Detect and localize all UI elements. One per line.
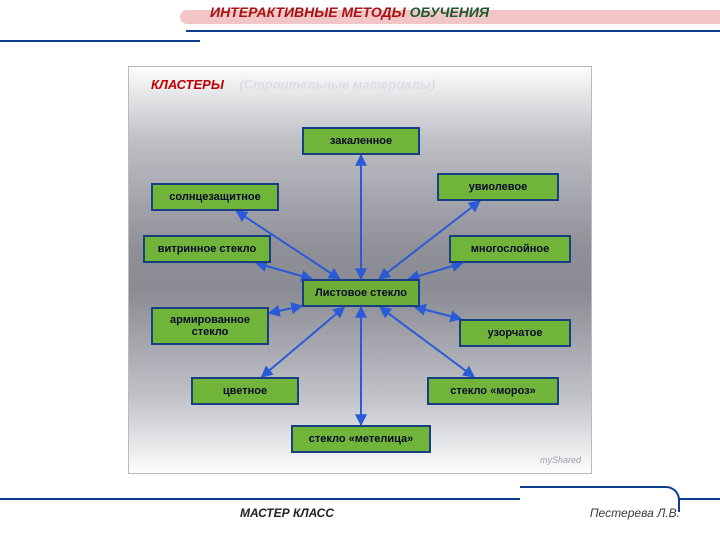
node-bottom: стекло «метелица»	[291, 425, 431, 453]
node-top_left: солнцезащитное	[151, 183, 279, 211]
page-title: ИНТЕРАКТИВНЫЕ МЕТОДЫ ОБУЧЕНИЯ	[210, 4, 489, 20]
diagram-panel: КЛАСТЕРЫ (Строительные материалы) Листов…	[128, 66, 592, 474]
node-right_low: узорчатое	[459, 319, 571, 347]
edge-center-bot_left	[262, 307, 345, 377]
node-left_low: армированное стекло	[151, 307, 269, 345]
node-bot_right: стекло «мороз»	[427, 377, 559, 405]
edge-center-left_low	[269, 306, 302, 313]
title-part1: ИНТЕРАКТИВНЫЕ МЕТОДЫ	[210, 4, 410, 20]
node-left: витринное стекло	[143, 235, 271, 263]
blue-line-top	[186, 30, 720, 32]
node-right: многослойное	[449, 235, 571, 263]
node-top_right: увиолевое	[437, 173, 559, 201]
edge-center-right	[408, 263, 462, 279]
footer-author: Пестерева Л.В.	[590, 506, 680, 520]
node-center: Листовое стекло	[302, 279, 420, 307]
node-bot_left: цветное	[191, 377, 299, 405]
edge-center-right_low	[415, 307, 461, 319]
edge-center-left	[256, 263, 312, 279]
blue-line-top-left	[0, 40, 200, 42]
watermark: myShared	[540, 455, 581, 465]
footer-label: МАСТЕР КЛАСС	[240, 506, 334, 520]
node-top: закаленное	[302, 127, 420, 155]
title-part2: ОБУЧЕНИЯ	[410, 4, 490, 20]
